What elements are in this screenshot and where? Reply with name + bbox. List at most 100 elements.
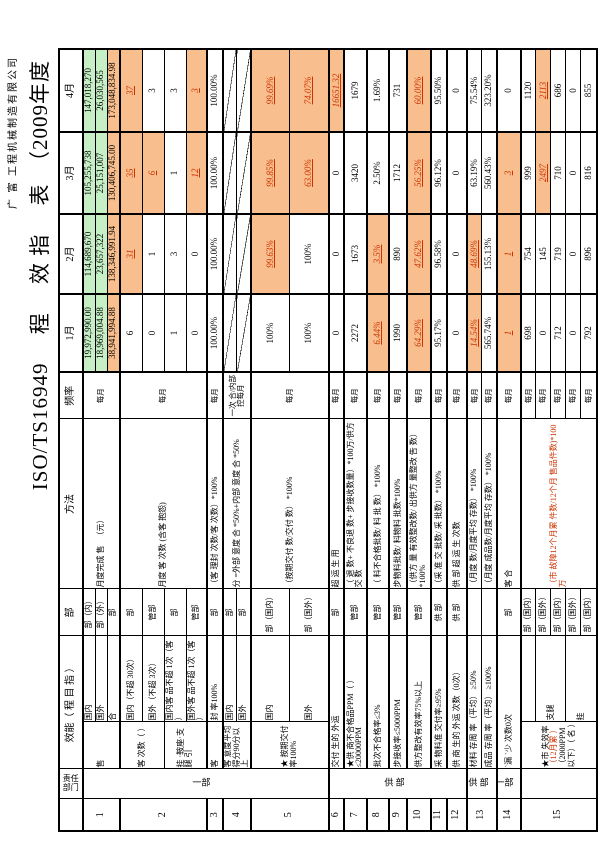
company-name: 广 富 工程机械制造有限公司 — [8, 56, 19, 209]
month-value-1 — [236, 294, 251, 372]
row-number: 8 — [366, 799, 389, 831]
month-value-4 — [223, 49, 237, 132]
frequency: 每月 — [328, 372, 344, 419]
month-value-4: 3 — [142, 49, 164, 132]
calc-method: 步物料批数/ 料物料 批数*100% — [388, 419, 407, 589]
month-value-3: 3420 — [343, 132, 367, 214]
month-value-3: 1 — [164, 132, 186, 214]
month-value-3: 560.43% — [481, 132, 497, 214]
month-value-4: 37 — [120, 49, 142, 132]
month-value-4: 2113 — [535, 49, 551, 132]
kpi-sub-item — [520, 636, 536, 722]
month-value-3: 56.25% — [406, 132, 431, 214]
row-number: 5 — [250, 799, 329, 831]
month-value-1: 712 — [550, 294, 566, 372]
frequency: 每月 — [496, 372, 521, 419]
header-resp-dept: 责任部门 — [59, 769, 83, 799]
month-value-3: 25,151,007 — [95, 132, 107, 214]
month-value-1: 100.00% — [207, 294, 223, 372]
month-value-4: 75.54% — [466, 49, 482, 132]
month-value-2: 23,657,322 — [95, 214, 107, 294]
month-value-3: 3 — [496, 132, 521, 214]
kpi-description: 批次不合格率≤3% — [366, 636, 389, 769]
month-value-1: 38,941,994.88 — [107, 294, 120, 372]
kpi-description: `漏 `少 次数0次 — [496, 636, 521, 769]
month-value-4: 95.50% — [430, 49, 447, 132]
group-dept-label: 一部 — [83, 769, 329, 799]
department — [481, 589, 497, 636]
header-month-1: 1月 — [59, 294, 83, 372]
group-dept-label: 一部 — [496, 769, 521, 799]
row-number: 15 — [520, 799, 597, 831]
row-number: 1 — [83, 799, 120, 831]
row-number: 11 — [430, 799, 447, 831]
month-value-1: 95.17% — [430, 294, 447, 372]
frequency: 一次 合/内部 控每月 — [223, 372, 251, 419]
month-value-2: 31 — [120, 214, 142, 294]
month-value-2: 1 — [142, 214, 164, 294]
kpi-description: 客 意度平均得分90分以上 — [223, 722, 251, 769]
header-month-4: 4月 — [59, 49, 83, 132]
month-value-3: 0 — [565, 132, 581, 214]
month-value-2: 3.5% — [366, 214, 389, 294]
month-value-4: 173,048,834.98 — [107, 49, 120, 132]
month-value-3: 63.19% — [466, 132, 482, 214]
calc-method: （月度 成品数/月度平均 存数） *100% — [481, 419, 497, 589]
department: 管部 — [142, 589, 164, 636]
kpi-sub-item: 国内（不超 30次） — [120, 636, 142, 722]
calc-method: 超 运 生 用 — [328, 419, 344, 589]
month-value-1: 565.74% — [481, 294, 497, 372]
month-value-1: 1 — [164, 294, 186, 372]
kpi-sub-item: 合 — [107, 636, 120, 722]
month-value-1: 64.29% — [406, 294, 431, 372]
department: 部（国内） — [520, 589, 536, 636]
calc-method: （ 退 数+ 不良退 数+ 步接收数量）*100万/供方交 数 — [343, 419, 367, 589]
month-value-4: 686 — [550, 49, 566, 132]
header-month-2: 2月 — [59, 214, 83, 294]
kpi-description: ★供 商不合格品PPM（ ）≤20000PPM — [343, 636, 367, 769]
kpi-description: 步接收率≤5000PPM — [388, 636, 407, 769]
department: 部（国外） — [535, 589, 551, 636]
department — [466, 589, 482, 636]
kpi-description: ★市 失效率（12月累 ）（2000PPM以下）（ 名 ） — [520, 722, 597, 769]
department: 部 — [496, 589, 521, 636]
month-value-1: 6 — [120, 294, 142, 372]
month-value-2: 145 — [535, 214, 551, 294]
group-dept-label: 供 部 — [466, 769, 497, 799]
department: 部（外） — [95, 589, 107, 636]
month-value-2: 0 — [186, 214, 207, 294]
month-value-2: 100.00% — [207, 214, 223, 294]
department: 供 部 — [446, 589, 467, 636]
month-value-2: 719 — [550, 214, 566, 294]
department: 部 — [164, 589, 186, 636]
kpi-description: 采 物料准 交付率≥95% — [430, 636, 447, 769]
month-value-1: 19,972,990.00 — [83, 294, 95, 372]
month-value-2: 114,689,670 — [83, 214, 95, 294]
month-value-3: 35 — [120, 132, 142, 214]
group-dept-label: 供 部 — [328, 769, 467, 799]
calc-method: （采 准 交 批数/ 采 批数） *100% — [430, 419, 447, 589]
department: 供 部 — [430, 589, 447, 636]
month-value-2: 138,346,991.94 — [107, 214, 120, 294]
table-header: 责任部门 效能（ 程 目 指 ）部方法 频率 1月 2月 3月 4月 — [59, 49, 83, 831]
month-value-1: 0 — [535, 294, 551, 372]
month-value-4: 26,030,565 — [95, 49, 107, 132]
frequency: 每月 — [120, 372, 207, 419]
month-value-2: 100% — [289, 214, 329, 294]
department: 部（国内） — [550, 589, 566, 636]
row-number: 12 — [446, 799, 467, 831]
month-value-1: 1990 — [388, 294, 407, 372]
header-dept: 部 — [59, 589, 83, 636]
kpi-description: ★ 按期交付率100% — [250, 722, 329, 769]
frequency: 每月 — [446, 372, 467, 419]
header-method: 方法 — [59, 419, 83, 589]
month-value-3: 0 — [446, 132, 467, 214]
month-value-4: 1679 — [343, 49, 367, 132]
kpi-sub-item: 挂 — [565, 636, 597, 722]
kpi-table: 责任部门 效能（ 程 目 指 ）部方法 频率 1月 2月 3月 4月 1 一部 售 国内 部（内… — [58, 48, 598, 832]
frequency: 每月 — [388, 372, 407, 419]
row-number: 6 — [328, 799, 344, 831]
kpi-sub-item: 支腿 — [535, 636, 566, 722]
row-number: 3 — [207, 799, 223, 831]
department: 部（国内） — [250, 589, 290, 636]
